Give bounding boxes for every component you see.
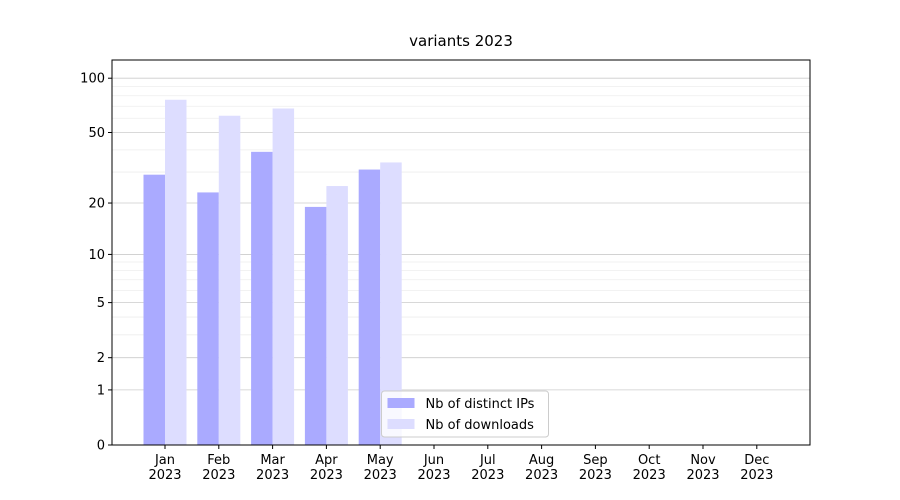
bar [304,206,327,445]
bar [380,162,402,445]
y-tick-label: 10 [88,248,105,263]
legend-label: Nb of downloads [426,418,535,433]
x-tick-label: Mar 2023 [256,453,290,483]
x-tick-label: Jul 2023 [471,453,505,483]
bar [197,192,219,445]
plot-frame [111,59,811,446]
y-tick-label: 2 [97,351,105,366]
x-tick-label: Jan 2023 [148,453,182,483]
bar [358,169,381,445]
x-tick-label: Dec 2023 [740,453,774,483]
bar [272,108,295,446]
x-tick-label: Oct 2023 [632,453,666,483]
x-tick-label: Feb 2023 [202,453,236,483]
legend-swatch [387,419,415,429]
y-tick-label: 20 [88,197,105,212]
x-tick-label: Jun 2023 [417,453,451,483]
bar [218,115,241,445]
bar [326,186,348,445]
bar [251,151,273,445]
x-tick-label: Sep 2023 [578,453,612,483]
y-tick-label: 1 [97,383,105,398]
bar [143,174,165,445]
y-tick-label: 100 [80,72,105,87]
legend-box [381,390,549,438]
x-tick-label: Nov 2023 [686,453,720,483]
bar [165,99,187,446]
legend: Nb of distinct IPs Nb of downloads [381,390,549,438]
legend-label: Nb of distinct IPs [426,397,535,412]
y-tick-label: 0 [97,439,105,454]
x-tick-label: Apr 2023 [309,453,343,483]
y-tick-label: 5 [97,296,105,311]
x-tick-label: Aug 2023 [525,453,559,483]
x-tick-label: May 2023 [363,453,397,483]
y-tick-label: 50 [88,126,105,141]
legend-swatch [387,398,415,408]
chart-title: variants 2023 [409,32,513,50]
